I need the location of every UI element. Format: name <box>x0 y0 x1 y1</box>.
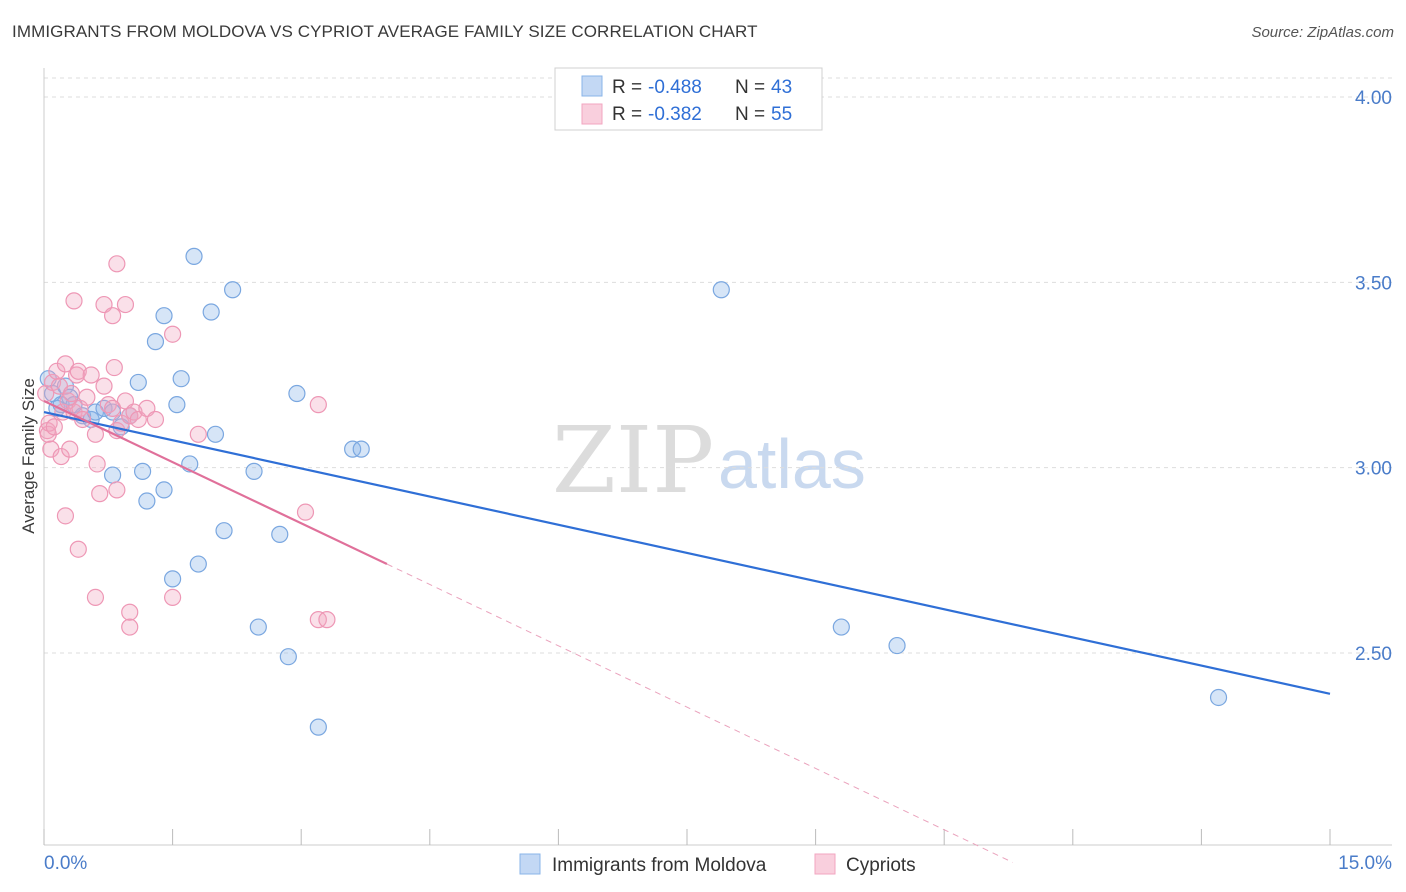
series-legend-label-moldova: Immigrants from Moldova <box>552 855 767 876</box>
trend-line-1 <box>43 399 388 566</box>
y-axis-tick-labels: 2.50 3.00 3.50 4.00 <box>1355 88 1392 665</box>
legend-n-value-1: 43 <box>771 77 792 98</box>
cypriot-point-51 <box>309 396 327 414</box>
series-legend: Immigrants from Moldova Cypriots <box>519 853 916 876</box>
legend-r-label-2: R = <box>612 104 642 125</box>
cypriot-point-26 <box>103 399 122 417</box>
cypriot-point-21 <box>82 366 100 384</box>
cypriot-point-48 <box>121 618 139 636</box>
cypriot-point-54 <box>318 611 336 629</box>
moldova-point-22 <box>168 396 186 414</box>
moldova-point-14 <box>129 373 147 392</box>
watermark-atlas: atlas <box>718 425 866 503</box>
moldova-point-36 <box>309 718 327 736</box>
moldova-point-30 <box>224 281 242 299</box>
trend-line-0 <box>43 410 1331 695</box>
moldova-point-34 <box>279 648 297 666</box>
y-tick-label-2: 3.50 <box>1355 273 1392 294</box>
y-tick-label-3: 4.00 <box>1355 88 1392 109</box>
x-axis-ticks <box>43 829 1331 845</box>
cypriot-point-39 <box>116 295 135 314</box>
cypriot-point-44 <box>91 485 109 503</box>
cypriot-point-43 <box>69 540 87 558</box>
source-label: Source: ZipAtlas.com <box>1251 24 1394 41</box>
correlation-legend: R = -0.488 N = 43 R = -0.382 N = 55 <box>554 67 823 131</box>
moldova-point-32 <box>249 618 267 636</box>
x-tick-label-0: 0.0% <box>44 853 87 874</box>
x-tick-label-1: 15.0% <box>1338 853 1392 874</box>
moldova-point-27 <box>202 303 220 321</box>
scatter-points <box>37 247 1228 736</box>
trend-line-2 <box>386 563 1014 863</box>
legend-n-label-2: N = <box>735 104 765 125</box>
cypriot-point-52 <box>296 503 315 521</box>
cypriot-point-41 <box>164 325 182 343</box>
legend-n-value-2: 55 <box>771 104 792 125</box>
cypriot-point-49 <box>164 588 182 607</box>
cypriot-point-27 <box>105 358 123 377</box>
moldova-point-19 <box>155 481 173 499</box>
watermark-zip: ZIP <box>552 407 714 514</box>
legend-r-label-1: R = <box>612 77 642 98</box>
trend-lines <box>43 399 1331 863</box>
moldova-point-18 <box>146 333 165 351</box>
y-tick-label-1: 3.00 <box>1355 459 1392 480</box>
chart-title: IMMIGRANTS FROM MOLDOVA VS CYPRIOT AVERA… <box>12 22 758 41</box>
moldova-point-25 <box>185 247 203 265</box>
moldova-point-33 <box>271 525 289 543</box>
y-axis-label: Average Family Size <box>19 378 38 534</box>
legend-swatch-blue <box>581 75 603 97</box>
moldova-point-39 <box>712 281 730 299</box>
moldova-point-23 <box>172 370 190 388</box>
gridlines <box>44 77 1392 654</box>
moldova-point-20 <box>155 307 173 325</box>
moldova-point-41 <box>888 636 906 655</box>
cypriot-point-42 <box>56 507 75 525</box>
cypriot-point-23 <box>88 455 106 473</box>
cypriot-point-14 <box>62 384 81 403</box>
moldova-point-17 <box>138 492 156 510</box>
moldova-point-42 <box>1209 688 1228 707</box>
moldova-point-28 <box>206 425 225 443</box>
cypriot-point-11 <box>56 355 75 373</box>
moldova-point-31 <box>245 462 263 480</box>
moldova-point-40 <box>832 618 850 636</box>
cypriot-point-40 <box>108 255 126 273</box>
legend-r-value-2: -0.382 <box>648 104 702 125</box>
cypriot-point-45 <box>108 481 126 499</box>
moldova-point-21 <box>164 570 182 588</box>
moldova-point-16 <box>133 462 152 480</box>
cypriot-point-6 <box>45 418 63 436</box>
cypriot-point-13 <box>61 440 79 458</box>
moldova-point-15 <box>103 466 122 484</box>
series-legend-swatch-moldova <box>519 853 541 875</box>
legend-n-label-1: N = <box>735 77 765 98</box>
cypriot-point-38 <box>103 307 122 325</box>
cypriot-point-50 <box>189 425 207 443</box>
y-tick-label-0: 2.50 <box>1355 644 1392 665</box>
cypriot-point-24 <box>95 377 113 395</box>
cypriot-point-47 <box>121 603 139 621</box>
legend-r-value-1: -0.488 <box>648 77 702 98</box>
cypriot-point-17 <box>69 362 87 380</box>
moldova-point-26 <box>189 555 207 573</box>
cypriot-point-35 <box>146 410 165 429</box>
moldova-point-38 <box>352 440 370 458</box>
cypriot-point-46 <box>86 588 105 607</box>
legend-swatch-pink <box>581 103 603 125</box>
series-legend-swatch-cypriots <box>814 853 836 875</box>
moldova-point-35 <box>288 384 306 403</box>
cypriot-point-20 <box>78 388 96 406</box>
series-legend-label-cypriots: Cypriots <box>846 855 916 876</box>
cypriot-point-36 <box>65 292 83 310</box>
moldova-point-29 <box>215 522 233 540</box>
